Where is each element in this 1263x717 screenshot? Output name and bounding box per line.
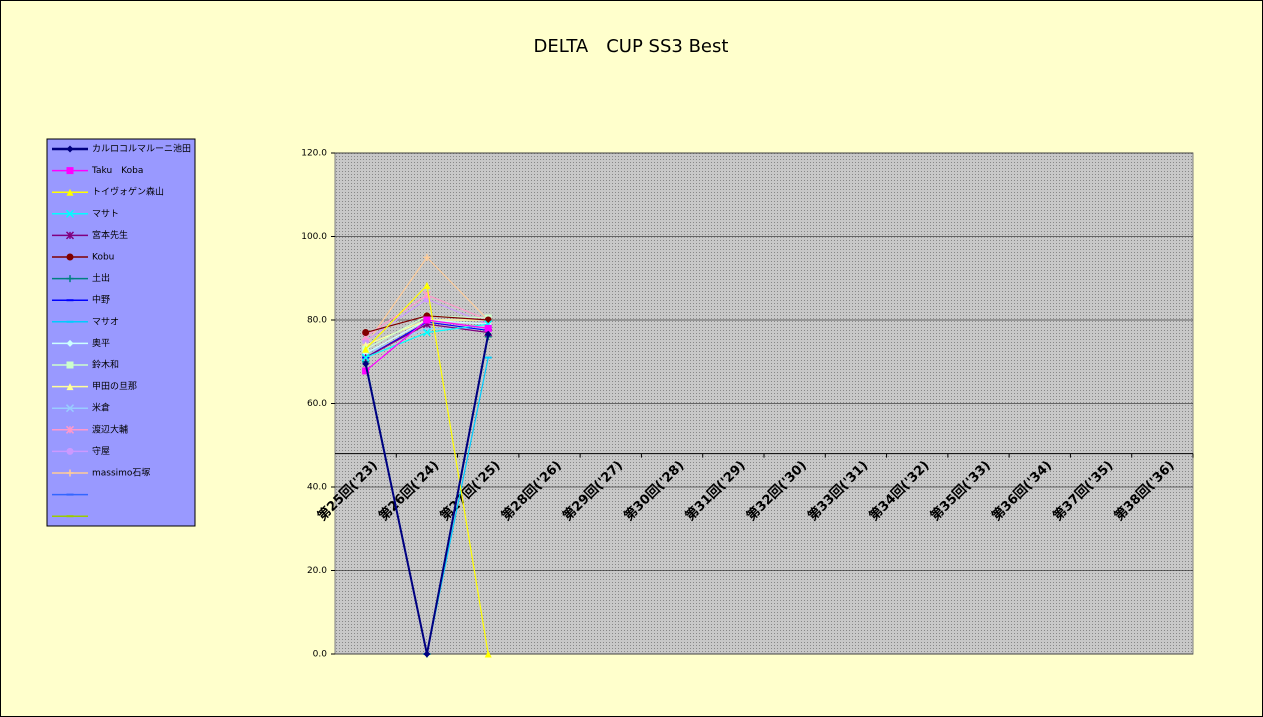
y-tick-label: 40.0 <box>307 483 327 493</box>
legend-label: 守屋 <box>92 445 110 457</box>
y-tick-label: 80.0 <box>307 316 327 326</box>
legend-box <box>46 138 196 527</box>
legend-marker <box>66 469 74 477</box>
y-tick-label: 20.0 <box>307 566 327 576</box>
legend-marker <box>66 167 74 175</box>
data-point <box>362 367 370 375</box>
data-point <box>484 650 492 658</box>
data-point <box>362 329 370 337</box>
legend-label: 甲田の旦那 <box>92 381 137 392</box>
legend-label: 中野 <box>92 294 110 306</box>
chart-title: DELTA CUP SS3 Best <box>534 36 729 57</box>
legend-marker <box>66 188 74 196</box>
legend-marker <box>66 253 74 261</box>
legend-marker <box>65 231 75 240</box>
legend-marker <box>65 404 75 413</box>
legend-label: 奥平 <box>92 337 110 349</box>
legend-label: カルロコルマルーニ池田 <box>92 143 191 155</box>
legend-marker <box>66 275 74 283</box>
data-point <box>423 650 431 658</box>
y-tick-label: 100.0 <box>301 232 327 242</box>
legend-label: マサオ <box>92 316 119 327</box>
y-tick-label: 0.0 <box>313 650 328 660</box>
data-point <box>484 330 492 338</box>
data-point <box>362 345 370 353</box>
data-point <box>422 328 431 337</box>
legend-marker <box>65 209 75 218</box>
data-point <box>423 316 431 324</box>
data-point <box>423 281 431 289</box>
legend-marker <box>66 145 74 153</box>
legend-marker <box>66 447 74 455</box>
legend-marker <box>65 425 75 434</box>
legend-label: Kobu <box>92 253 114 263</box>
legend-label: 宮本先生 <box>92 229 128 241</box>
legend-label: Taku Koba <box>91 166 143 176</box>
legend-marker <box>66 339 74 347</box>
legend-label: 鈴木和 <box>92 359 119 371</box>
data-point <box>484 324 492 332</box>
legend-label: 土出 <box>92 272 110 284</box>
legend-label: 渡辺大輔 <box>92 423 128 435</box>
data-point <box>362 360 370 368</box>
data-point <box>423 253 431 261</box>
legend-label: マサト <box>92 208 119 219</box>
legend-label: 米倉 <box>92 402 110 414</box>
legend-label: massimo石塚 <box>92 468 150 479</box>
y-tick-label: 120.0 <box>301 149 327 159</box>
y-tick-label: 60.0 <box>307 399 327 409</box>
legend-marker <box>66 361 74 369</box>
legend-marker <box>66 383 74 391</box>
legend-label: トイヴォゲン森山 <box>92 186 164 198</box>
data-point <box>361 353 370 362</box>
